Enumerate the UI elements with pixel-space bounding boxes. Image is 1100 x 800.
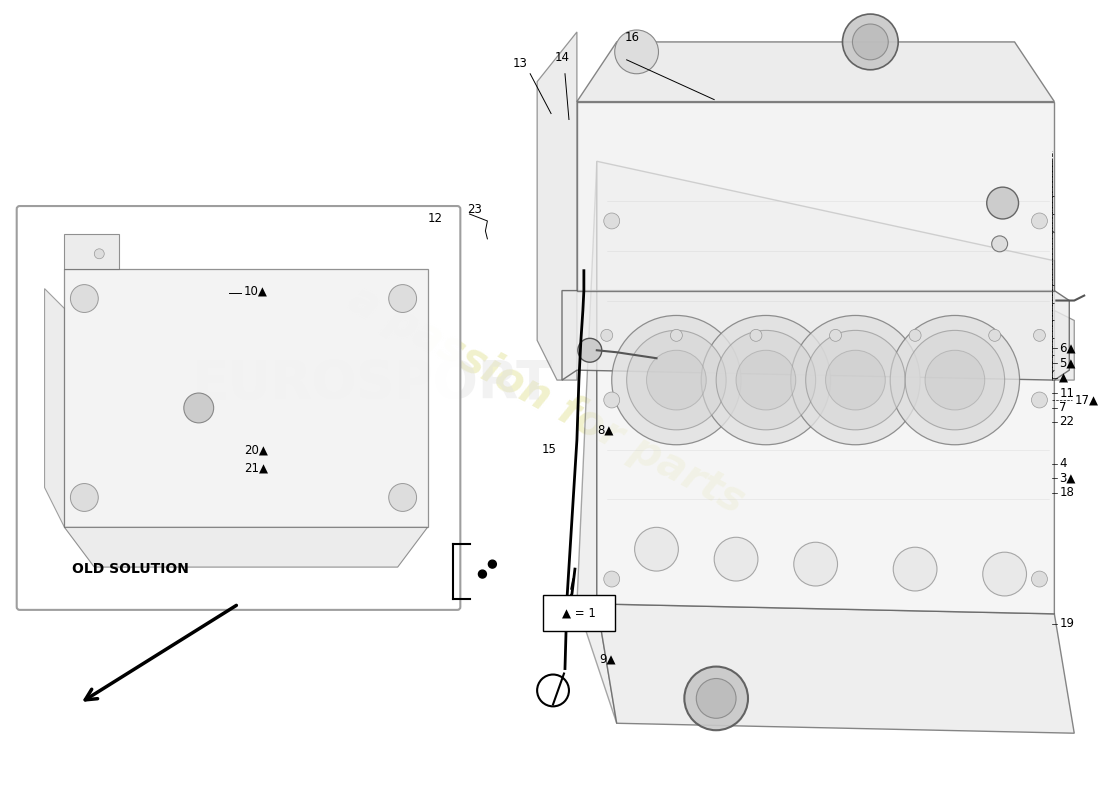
Circle shape bbox=[989, 330, 1001, 342]
Circle shape bbox=[852, 24, 889, 60]
Text: 7: 7 bbox=[1059, 402, 1067, 414]
Polygon shape bbox=[65, 527, 428, 567]
Polygon shape bbox=[576, 42, 1055, 102]
Circle shape bbox=[647, 350, 706, 410]
Circle shape bbox=[982, 552, 1026, 596]
Text: 17▲: 17▲ bbox=[1075, 394, 1098, 406]
Circle shape bbox=[829, 330, 842, 342]
Polygon shape bbox=[597, 162, 1055, 614]
Polygon shape bbox=[597, 604, 1075, 734]
Text: ▲ = 1: ▲ = 1 bbox=[562, 606, 596, 619]
Circle shape bbox=[684, 666, 748, 730]
Circle shape bbox=[714, 538, 758, 581]
Circle shape bbox=[70, 285, 98, 313]
Text: 9▲: 9▲ bbox=[598, 652, 615, 665]
Circle shape bbox=[750, 330, 762, 342]
Polygon shape bbox=[537, 32, 576, 380]
Circle shape bbox=[601, 330, 613, 342]
Text: 13: 13 bbox=[513, 57, 527, 70]
Circle shape bbox=[1032, 213, 1047, 229]
Circle shape bbox=[987, 187, 1019, 219]
Circle shape bbox=[388, 483, 417, 511]
Circle shape bbox=[1032, 392, 1047, 408]
Circle shape bbox=[612, 315, 741, 445]
Text: 4: 4 bbox=[1059, 457, 1067, 470]
Text: 15: 15 bbox=[542, 443, 557, 456]
Circle shape bbox=[905, 330, 1004, 430]
Circle shape bbox=[696, 678, 736, 718]
Text: a passion for parts: a passion for parts bbox=[342, 278, 752, 522]
Circle shape bbox=[791, 315, 920, 445]
Polygon shape bbox=[562, 290, 1069, 380]
Text: 23: 23 bbox=[468, 202, 483, 215]
Circle shape bbox=[635, 527, 679, 571]
Circle shape bbox=[893, 547, 937, 591]
Circle shape bbox=[388, 285, 417, 313]
Polygon shape bbox=[576, 162, 617, 723]
Text: 22: 22 bbox=[1059, 415, 1075, 428]
Text: 3▲: 3▲ bbox=[1059, 471, 1076, 484]
Circle shape bbox=[805, 330, 905, 430]
Circle shape bbox=[925, 350, 985, 410]
Text: 10▲: 10▲ bbox=[244, 284, 267, 297]
Text: 18: 18 bbox=[1059, 486, 1075, 499]
Text: 8▲: 8▲ bbox=[597, 423, 613, 436]
Text: 11: 11 bbox=[1059, 386, 1075, 399]
Polygon shape bbox=[45, 289, 65, 527]
Circle shape bbox=[909, 330, 921, 342]
Polygon shape bbox=[576, 102, 1055, 290]
Circle shape bbox=[1034, 330, 1045, 342]
Circle shape bbox=[826, 350, 886, 410]
Circle shape bbox=[1032, 571, 1047, 587]
Circle shape bbox=[604, 392, 619, 408]
Polygon shape bbox=[1055, 310, 1075, 380]
Text: EUROSPORT: EUROSPORT bbox=[191, 358, 552, 410]
Circle shape bbox=[478, 570, 486, 578]
Text: 19: 19 bbox=[1059, 618, 1075, 630]
Circle shape bbox=[615, 30, 659, 74]
Circle shape bbox=[184, 393, 213, 423]
Circle shape bbox=[627, 330, 726, 430]
Circle shape bbox=[604, 213, 619, 229]
Text: OLD SOLUTION: OLD SOLUTION bbox=[73, 562, 189, 576]
Circle shape bbox=[794, 542, 837, 586]
Text: 5▲: 5▲ bbox=[1059, 357, 1076, 370]
Text: 20▲: 20▲ bbox=[244, 443, 267, 456]
Text: 12: 12 bbox=[428, 213, 442, 226]
FancyBboxPatch shape bbox=[16, 206, 460, 610]
Circle shape bbox=[670, 330, 682, 342]
Text: 6▲: 6▲ bbox=[1059, 342, 1076, 354]
Circle shape bbox=[843, 14, 899, 70]
Circle shape bbox=[992, 236, 1008, 252]
Circle shape bbox=[702, 315, 830, 445]
Text: 14: 14 bbox=[556, 50, 570, 64]
Circle shape bbox=[95, 249, 104, 258]
Circle shape bbox=[890, 315, 1020, 445]
Polygon shape bbox=[65, 234, 119, 269]
Text: ▲: ▲ bbox=[1059, 372, 1068, 385]
Circle shape bbox=[736, 350, 795, 410]
Circle shape bbox=[70, 483, 98, 511]
Circle shape bbox=[578, 338, 602, 362]
Circle shape bbox=[716, 330, 815, 430]
FancyBboxPatch shape bbox=[543, 595, 615, 630]
Text: 21▲: 21▲ bbox=[244, 461, 267, 474]
Text: 16: 16 bbox=[625, 31, 640, 44]
Circle shape bbox=[488, 560, 496, 568]
Polygon shape bbox=[65, 269, 428, 527]
Circle shape bbox=[604, 571, 619, 587]
